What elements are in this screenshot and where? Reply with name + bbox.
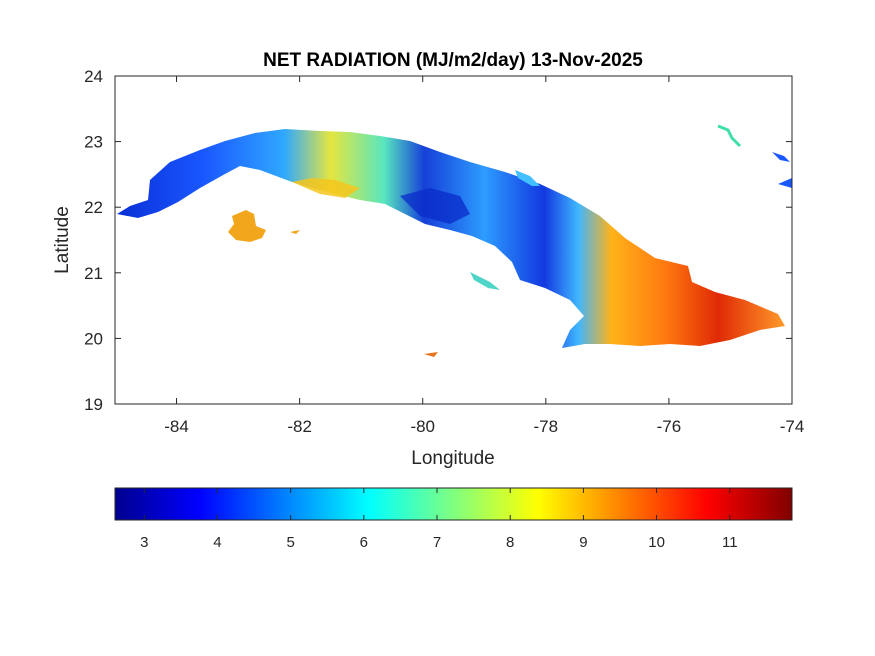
x-tick-label: -82 xyxy=(287,417,312,436)
x-tick-label: -74 xyxy=(780,417,805,436)
axes-frame xyxy=(114,75,793,405)
colorbar-tick-label: 6 xyxy=(360,534,368,551)
x-tick-label: -78 xyxy=(534,417,559,436)
map-layer xyxy=(117,124,792,357)
y-axis-label: Latitude xyxy=(52,206,73,274)
colorbar-tick-label: 9 xyxy=(579,534,587,551)
isla-de-la-juventud xyxy=(228,210,266,242)
chart-title: NET RADIATION (MJ/m2/day) 13-Nov-2025 xyxy=(263,50,643,71)
bahamas-fragment-2 xyxy=(772,152,790,162)
colorbar-tick-label: 4 xyxy=(213,534,221,551)
colorbar-tick-label: 8 xyxy=(506,534,514,551)
colorbar-tick-label: 3 xyxy=(140,534,148,551)
plot-area xyxy=(115,76,792,404)
colorbar-tick-label: 10 xyxy=(648,534,665,551)
y-axis: 19 20 21 22 23 24 xyxy=(84,67,792,414)
bahamas-fragment-3 xyxy=(778,178,792,188)
y-tick-label: 23 xyxy=(84,133,103,152)
y-tick-label: 21 xyxy=(84,264,103,283)
y-tick-label: 24 xyxy=(84,67,103,86)
x-tick-label: -76 xyxy=(657,417,682,436)
cay-southwest xyxy=(290,230,300,234)
y-tick-label: 19 xyxy=(84,395,103,414)
y-tick-label: 20 xyxy=(84,329,103,348)
cuba-main-island xyxy=(117,129,785,348)
cays-south xyxy=(470,272,500,290)
colorbar-ticks: 3 4 5 6 7 8 9 10 11 xyxy=(140,488,738,551)
y-tick-label: 22 xyxy=(84,198,103,217)
cay-far-south xyxy=(424,352,438,357)
bahamas-fragment-1 xyxy=(717,124,742,148)
colorbar-tick-label: 5 xyxy=(286,534,294,551)
keys-north xyxy=(515,170,540,186)
colorbar-tick-label: 11 xyxy=(722,534,738,551)
gulf-coast-band xyxy=(292,178,360,198)
x-tick-label: -84 xyxy=(164,417,189,436)
x-axis-label: Longitude xyxy=(411,448,494,469)
x-axis: -84 -82 -80 -78 -76 -74 xyxy=(164,76,804,436)
colorbar xyxy=(114,487,793,521)
central-low-zone xyxy=(400,188,470,224)
colorbar-tick-label: 7 xyxy=(433,534,441,551)
x-tick-label: -80 xyxy=(410,417,435,436)
